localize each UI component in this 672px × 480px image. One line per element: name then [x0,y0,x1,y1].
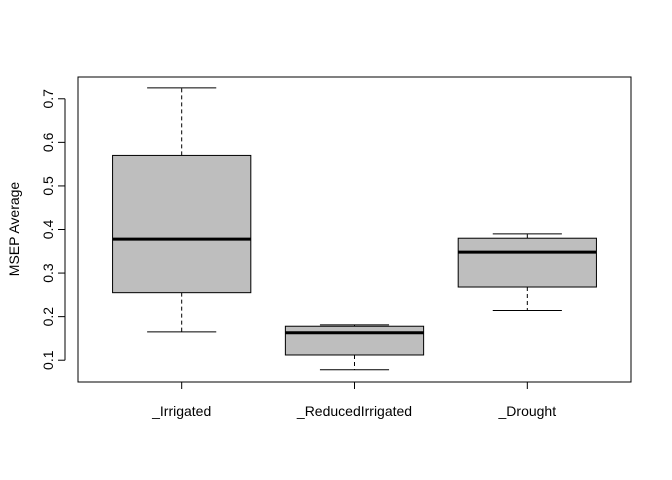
x-tick-label: _ReducedIrrigated [296,403,412,419]
iqr-box [112,154,252,294]
x-tick-label: _Drought [498,403,557,419]
y-tick-label: 0.6 [40,132,56,152]
y-tick-label: 0.5 [40,176,56,196]
y-tick-label: 0.7 [40,89,56,109]
y-tick-label: 0.4 [40,220,56,240]
box-3 [457,233,597,312]
iqr-box [284,325,425,356]
box-1 [112,87,252,333]
y-axis-title: MSEP Average [6,182,22,277]
x-axis: _Irrigated _ReducedIrrigated _Drought [151,382,556,419]
iqr-box [457,237,597,288]
boxes-layer [112,87,597,371]
box-2 [284,324,425,371]
y-axis: 0.1 0.2 0.3 0.4 0.5 0.6 0.7 [40,89,66,370]
y-tick-label: 0.3 [40,263,56,283]
y-tick-label: 0.2 [40,307,56,327]
y-tick-label: 0.1 [40,350,56,370]
x-tick-label: _Irrigated [151,403,211,419]
